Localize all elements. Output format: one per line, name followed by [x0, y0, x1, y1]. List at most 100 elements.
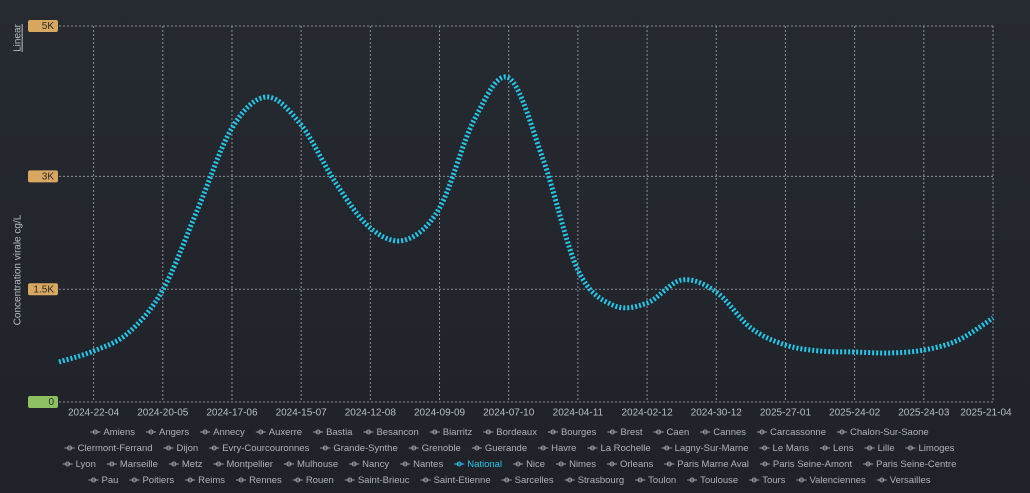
legend-item[interactable]: Lagny-Sur-Marne: [661, 443, 749, 454]
legend-item[interactable]: Saint-Etienne: [420, 475, 491, 486]
legend-item[interactable]: Versailles: [876, 475, 931, 486]
legend-item[interactable]: Saint-Brieuc: [344, 475, 410, 486]
legend-label[interactable]: Tours: [762, 475, 785, 486]
legend-item[interactable]: Mulhouse: [283, 459, 338, 470]
legend-item[interactable]: Carcassonne: [757, 427, 826, 438]
legend-item[interactable]: Strasbourg: [564, 475, 624, 486]
legend-label[interactable]: Bourges: [561, 427, 597, 438]
legend-label[interactable]: Besancon: [376, 427, 418, 438]
legend-item[interactable]: Amiens: [90, 427, 135, 438]
legend-label[interactable]: Paris Marne Aval: [677, 459, 749, 470]
legend-item[interactable]: Paris Marne Aval: [664, 459, 749, 470]
legend-label[interactable]: Paris Seine-Amont: [773, 459, 853, 470]
legend-label[interactable]: Auxerre: [269, 427, 302, 438]
legend-label[interactable]: Nice: [526, 459, 545, 470]
legend-label[interactable]: Angers: [159, 427, 189, 438]
legend-item[interactable]: Chalon-Sur-Saone: [837, 427, 929, 438]
legend-label[interactable]: Lens: [833, 443, 854, 454]
legend-item[interactable]: Bastia: [313, 427, 353, 438]
legend-item[interactable]: Nice: [513, 459, 545, 470]
legend-item[interactable]: Rouen: [292, 475, 334, 486]
legend-label[interactable]: Le Mans: [773, 443, 810, 454]
legend-item[interactable]: Sarcelles: [501, 475, 554, 486]
legend-label[interactable]: Annecy: [213, 427, 245, 438]
legend-label[interactable]: Lille: [878, 443, 895, 454]
legend-item[interactable]: Caen: [653, 427, 690, 438]
scale-toggle[interactable]: Linear: [13, 23, 24, 51]
legend-label[interactable]: Bordeaux: [496, 427, 537, 438]
legend-item[interactable]: Lens: [819, 443, 854, 454]
legend-item[interactable]: Le Mans: [759, 443, 810, 454]
legend-label[interactable]: Pau: [102, 475, 119, 486]
legend-item[interactable]: Pau: [88, 475, 119, 486]
legend-item[interactable]: Toulon: [635, 475, 676, 486]
legend-label[interactable]: Carcassonne: [770, 427, 826, 438]
legend-label[interactable]: Saint-Etienne: [434, 475, 491, 486]
legend-label[interactable]: Orleans: [620, 459, 654, 470]
legend-label[interactable]: Brest: [620, 427, 643, 438]
legend-label[interactable]: Toulouse: [700, 475, 738, 486]
legend-label[interactable]: Lyon: [76, 459, 96, 470]
legend-item[interactable]: Toulouse: [687, 475, 738, 486]
legend-label[interactable]: Poitiers: [142, 475, 174, 486]
legend-item[interactable]: Nantes: [400, 459, 443, 470]
legend-item[interactable]: Valenciennes: [796, 475, 866, 486]
legend-label[interactable]: Clermont-Ferrand: [78, 443, 153, 454]
legend-label[interactable]: Montpellier: [226, 459, 272, 470]
legend-label[interactable]: Havre: [551, 443, 576, 454]
legend-item[interactable]: Clermont-Ferrand: [64, 443, 153, 454]
legend-label[interactable]: Rennes: [249, 475, 282, 486]
legend-label[interactable]: Nantes: [413, 459, 443, 470]
legend-label[interactable]: Mulhouse: [297, 459, 338, 470]
legend-label[interactable]: Biarritz: [443, 427, 473, 438]
legend-label[interactable]: Nimes: [569, 459, 596, 470]
legend-item[interactable]: Annecy: [200, 427, 245, 438]
legend-item[interactable]: Bourges: [547, 427, 597, 438]
legend-label[interactable]: Caen: [667, 427, 690, 438]
legend-item[interactable]: Paris Seine-Centre: [863, 459, 956, 470]
legend-label[interactable]: Bastia: [326, 427, 353, 438]
legend-item[interactable]: Reims: [185, 475, 225, 486]
legend-label[interactable]: Chalon-Sur-Saone: [850, 427, 929, 438]
legend-item[interactable]: National: [454, 459, 502, 470]
legend-label[interactable]: Amiens: [103, 427, 135, 438]
legend-label[interactable]: Cannes: [713, 427, 746, 438]
legend-item[interactable]: Evry-Courcouronnes: [209, 443, 310, 454]
legend-item[interactable]: Biarritz: [429, 427, 473, 438]
legend-item[interactable]: Brest: [607, 427, 643, 438]
legend-item[interactable]: Lille: [864, 443, 895, 454]
legend-label[interactable]: National: [467, 459, 502, 470]
legend-label[interactable]: Reims: [198, 475, 225, 486]
legend-label[interactable]: Evry-Courcouronnes: [222, 443, 309, 454]
legend-label[interactable]: Limoges: [919, 443, 955, 454]
legend-item[interactable]: Rennes: [236, 475, 282, 486]
legend-item[interactable]: Marseille: [106, 459, 158, 470]
legend-label[interactable]: Rouen: [306, 475, 334, 486]
legend-item[interactable]: Auxerre: [255, 427, 302, 438]
legend-label[interactable]: Nancy: [362, 459, 389, 470]
legend-label[interactable]: Strasbourg: [578, 475, 624, 486]
legend-item[interactable]: Nimes: [556, 459, 596, 470]
legend-item[interactable]: Bordeaux: [483, 427, 537, 438]
legend-label[interactable]: Toulon: [648, 475, 676, 486]
legend-label[interactable]: Grenoble: [422, 443, 461, 454]
legend-item[interactable]: La Rochelle: [587, 443, 651, 454]
legend-label[interactable]: Sarcelles: [515, 475, 554, 486]
legend-item[interactable]: Tours: [749, 475, 786, 486]
legend-label[interactable]: Lagny-Sur-Marne: [675, 443, 749, 454]
legend-label[interactable]: Dijon: [177, 443, 199, 454]
legend-item[interactable]: Grande-Synthe: [320, 443, 398, 454]
legend-item[interactable]: Paris Seine-Amont: [759, 459, 853, 470]
legend-label[interactable]: Saint-Brieuc: [358, 475, 410, 486]
legend-item[interactable]: Montpellier: [213, 459, 273, 470]
legend-item[interactable]: Nancy: [349, 459, 389, 470]
legend-item[interactable]: Metz: [168, 459, 203, 470]
legend-item[interactable]: Poitiers: [129, 475, 174, 486]
legend-item[interactable]: Guerande: [471, 443, 527, 454]
legend-item[interactable]: Besancon: [363, 427, 419, 438]
legend-item[interactable]: Orleans: [607, 459, 654, 470]
legend-label[interactable]: Metz: [182, 459, 203, 470]
legend-item[interactable]: Cannes: [700, 427, 746, 438]
legend-label[interactable]: Guerande: [485, 443, 527, 454]
legend-label[interactable]: Marseille: [120, 459, 158, 470]
